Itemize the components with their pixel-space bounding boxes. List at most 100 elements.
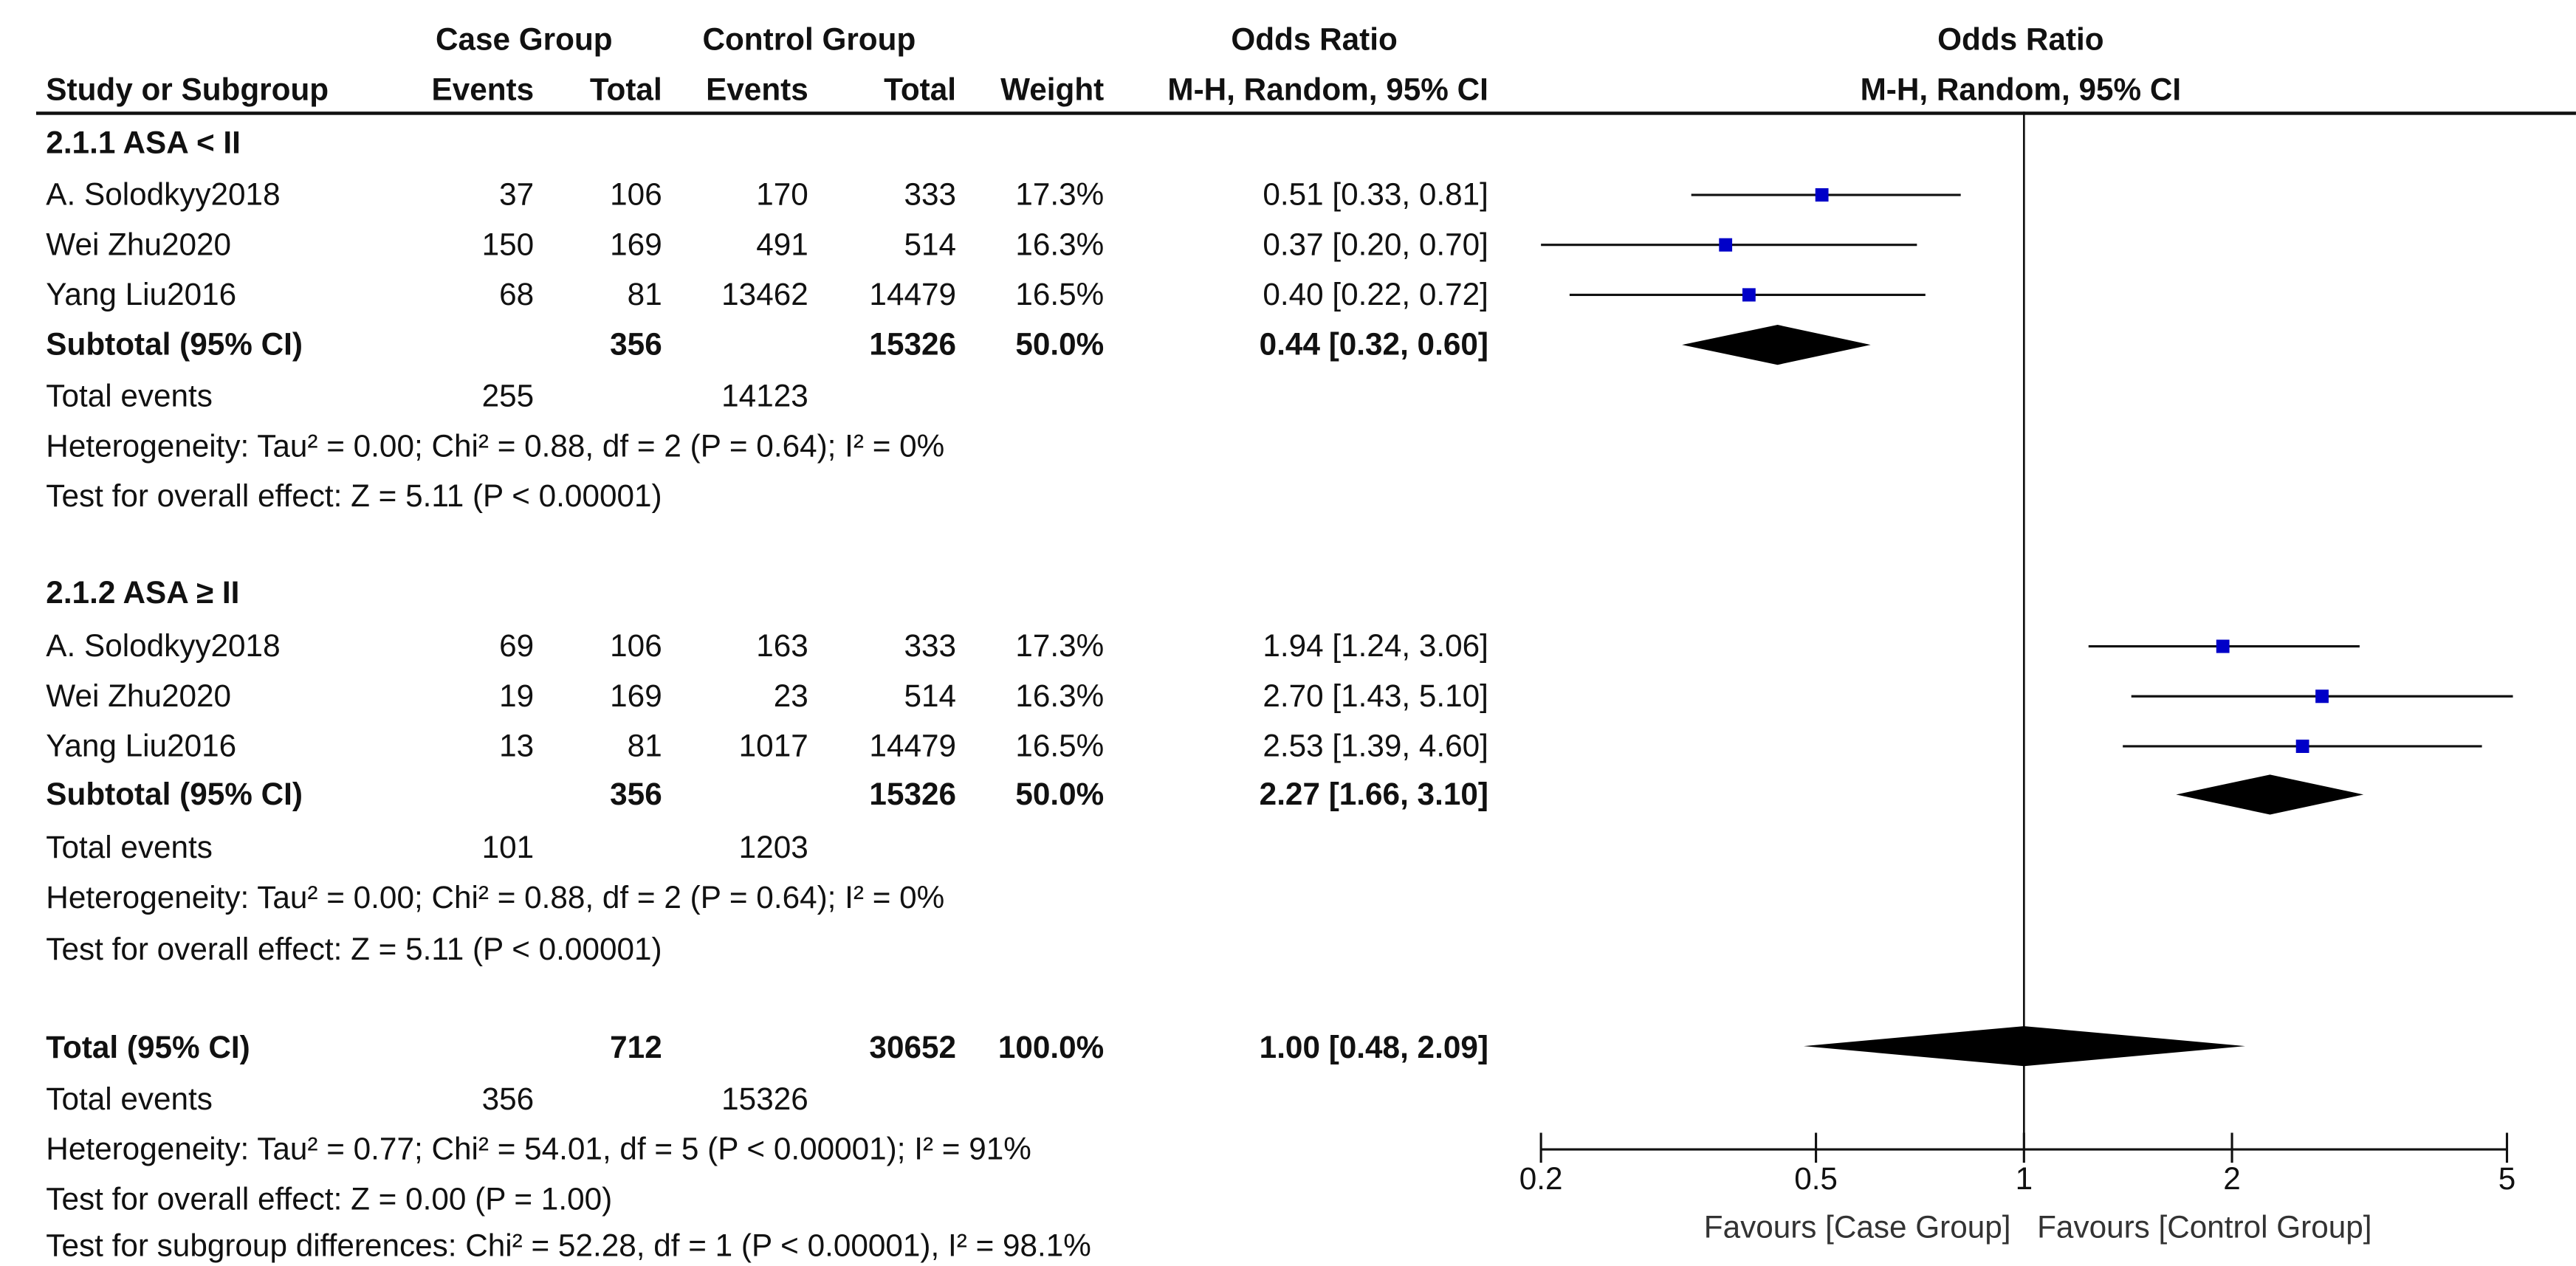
total-events-control: 14123 — [721, 379, 808, 415]
odds-ratio-ci: 0.37 [0.20, 0.70] — [1263, 228, 1488, 264]
total-events-control: 15326 — [721, 1082, 808, 1118]
control-events: 13462 — [721, 278, 808, 314]
weight-value: 17.3% — [1015, 178, 1105, 213]
study-name: A. Solodkyy2018 — [46, 178, 281, 213]
control-events: 170 — [756, 178, 808, 213]
control-events: 1017 — [738, 729, 808, 765]
overall-effect-text: Test for overall effect: Z = 0.00 (P = 1… — [46, 1183, 613, 1218]
subtotal-label: Subtotal (95% CI) — [46, 777, 303, 813]
odds-ratio-ci: 1.94 [1.24, 3.06] — [1263, 629, 1488, 665]
pooled-diamond — [1682, 325, 1871, 365]
total-events-case: 356 — [481, 1082, 535, 1118]
control-events-header: Events — [706, 73, 808, 109]
case-events: 150 — [481, 228, 535, 264]
case-events: 69 — [499, 629, 535, 665]
favours-case-label: Favours [Case Group] — [1704, 1209, 2011, 1245]
heterogeneity-text: Heterogeneity: Tau² = 0.00; Chi² = 0.88,… — [46, 430, 945, 465]
study-name: A. Solodkyy2018 — [46, 629, 281, 665]
control-events: 163 — [756, 629, 808, 665]
control-total: 14479 — [869, 729, 957, 765]
case-events: 37 — [499, 178, 535, 213]
control-total: 333 — [904, 178, 957, 213]
weight-value: 16.3% — [1015, 228, 1105, 264]
subtotal-case-total: 356 — [610, 777, 662, 813]
control-total-header: Total — [884, 73, 957, 109]
overall-weight: 100.0% — [997, 1031, 1105, 1067]
case-total: 169 — [610, 679, 662, 715]
weight-value: 16.3% — [1015, 679, 1105, 715]
total-events-case: 101 — [481, 831, 535, 867]
case-total-header: Total — [589, 73, 662, 109]
study-name: Wei Zhu2020 — [46, 679, 232, 715]
control-total: 333 — [904, 629, 957, 665]
overall-control-total: 30652 — [869, 1031, 957, 1067]
control-total: 514 — [904, 228, 957, 264]
x-tick-label: 2 — [2223, 1161, 2241, 1197]
subtotal-control-total: 15326 — [869, 777, 957, 813]
pooled-diamond — [1803, 1026, 2245, 1067]
total-events-label: Total events — [46, 831, 213, 867]
study-point-marker — [2295, 739, 2309, 753]
total-events-label: Total events — [46, 379, 213, 415]
study-column-header: Study or Subgroup — [46, 73, 329, 109]
total-events-label: Total events — [46, 1082, 213, 1118]
favours-control-label: Favours [Control Group] — [2037, 1209, 2371, 1245]
study-point-marker — [1815, 188, 1829, 202]
study-point-marker — [1742, 288, 1756, 302]
total-events-case: 255 — [481, 379, 535, 415]
case-total: 81 — [627, 729, 662, 765]
overall-ci: 1.00 [0.48, 2.09] — [1259, 1031, 1488, 1067]
overall-total-label: Total (95% CI) — [46, 1031, 250, 1067]
method-right-header: M-H, Random, 95% CI — [1860, 73, 2182, 109]
subgroup-title: 2.1.2 ASA ≥ II — [46, 576, 240, 612]
odds-ratio-ci: 0.40 [0.22, 0.72] — [1263, 278, 1488, 314]
control-group-header: Control Group — [702, 23, 916, 58]
control-events: 491 — [756, 228, 808, 264]
case-total: 169 — [610, 228, 662, 264]
weight-value: 17.3% — [1015, 629, 1105, 665]
subgroup-title: 2.1.1 ASA < II — [46, 126, 241, 162]
subtotal-control-total: 15326 — [869, 328, 957, 363]
case-events-header: Events — [431, 73, 535, 109]
method-left-header: M-H, Random, 95% CI — [1167, 73, 1488, 109]
subtotal-case-total: 356 — [610, 328, 662, 363]
subtotal-ci: 2.27 [1.66, 3.10] — [1259, 777, 1488, 813]
weight-value: 16.5% — [1015, 278, 1105, 314]
odds-ratio-ci: 2.53 [1.39, 4.60] — [1263, 729, 1488, 765]
study-name: Wei Zhu2020 — [46, 228, 232, 264]
case-total: 81 — [627, 278, 662, 314]
subgroup-differences-text: Test for subgroup differences: Chi² = 52… — [46, 1229, 1091, 1265]
heterogeneity-text: Heterogeneity: Tau² = 0.00; Chi² = 0.88,… — [46, 881, 945, 917]
case-total: 106 — [610, 178, 662, 213]
odds-ratio-ci: 2.70 [1.43, 5.10] — [1263, 679, 1488, 715]
subtotal-weight: 50.0% — [1015, 328, 1105, 363]
odds-ratio-left-header: Odds Ratio — [1231, 23, 1398, 58]
case-events: 19 — [499, 679, 535, 715]
overall-effect-text: Test for overall effect: Z = 5.11 (P < 0… — [46, 479, 662, 515]
control-total: 514 — [904, 679, 957, 715]
subtotal-ci: 0.44 [0.32, 0.60] — [1259, 328, 1488, 363]
x-tick-label: 0.2 — [1519, 1161, 1563, 1197]
case-total: 106 — [610, 629, 662, 665]
overall-effect-text: Test for overall effect: Z = 5.11 (P < 0… — [46, 932, 662, 969]
overall-case-total: 712 — [610, 1031, 662, 1067]
study-point-marker — [1719, 238, 1733, 252]
subtotal-label: Subtotal (95% CI) — [46, 328, 303, 363]
study-name: Yang Liu2016 — [46, 729, 237, 765]
total-events-control: 1203 — [738, 831, 808, 867]
subtotal-weight: 50.0% — [1015, 777, 1105, 813]
weight-header: Weight — [1000, 73, 1105, 109]
study-point-marker — [2216, 639, 2230, 653]
x-tick-label: 5 — [2498, 1161, 2516, 1197]
pooled-diamond — [2176, 774, 2364, 815]
study-name: Yang Liu2016 — [46, 278, 237, 314]
case-events: 68 — [499, 278, 535, 314]
x-tick-label: 1 — [2016, 1161, 2033, 1197]
control-events: 23 — [773, 679, 808, 715]
odds-ratio-right-header: Odds Ratio — [1937, 23, 2104, 58]
odds-ratio-ci: 0.51 [0.33, 0.81] — [1263, 178, 1488, 213]
control-total: 14479 — [869, 278, 957, 314]
weight-value: 16.5% — [1015, 729, 1105, 765]
